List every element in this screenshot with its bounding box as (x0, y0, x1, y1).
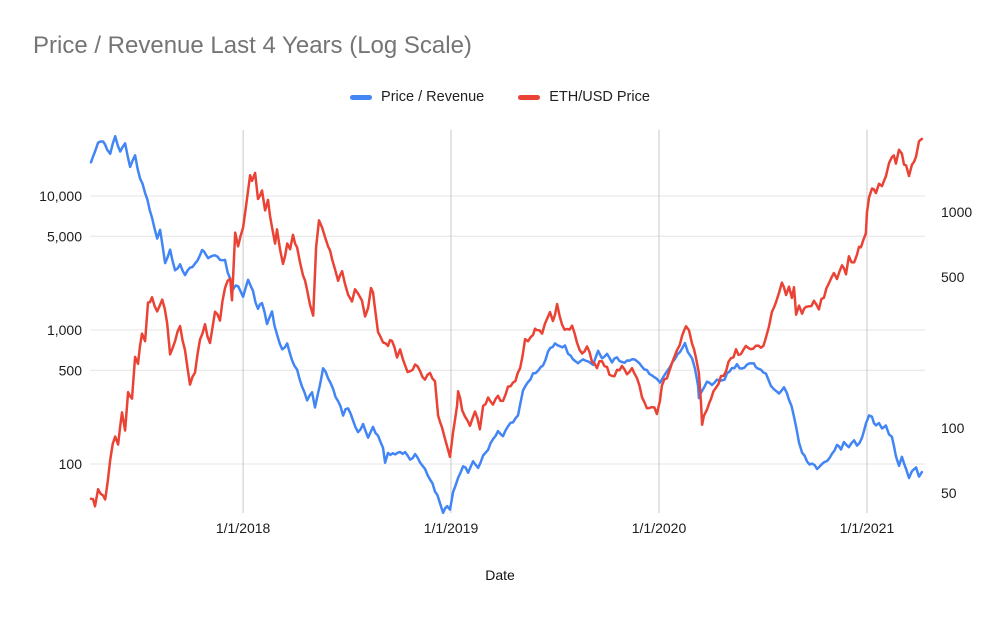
right-axis-tick-label: 100 (941, 420, 965, 436)
right-axis-tick-label: 1000 (941, 204, 972, 220)
x-axis-tick-label: 1/1/2020 (632, 520, 687, 536)
legend-swatch-price-revenue (350, 94, 373, 100)
left-axis-tick-label: 10,000 (39, 188, 82, 204)
legend-swatch-eth-usd-price (518, 94, 541, 100)
left-axis-tick-label: 5,000 (47, 228, 82, 244)
legend-label-price-revenue: Price / Revenue (381, 89, 485, 105)
x-axis-tick-label: 1/1/2021 (840, 520, 895, 536)
legend-item-eth-usd-price: ETH/USD Price (518, 89, 650, 105)
right-axis-tick-label: 500 (941, 269, 965, 285)
x-axis-tick-label: 1/1/2018 (216, 520, 271, 536)
left-axis-tick-label: 100 (59, 456, 83, 472)
chart-legend: Price / Revenue ETH/USD Price (0, 89, 1000, 105)
legend-item-price-revenue: Price / Revenue (350, 89, 484, 105)
legend-label-eth-usd-price: ETH/USD Price (549, 89, 650, 105)
x-axis-tick-label: 1/1/2019 (424, 520, 479, 536)
right-axis-tick-label: 50 (941, 485, 957, 501)
left-axis-tick-label: 1,000 (47, 322, 82, 338)
series-line-price-revenue (89, 134, 924, 515)
chart-title: Price / Revenue Last 4 Years (Log Scale) (33, 32, 472, 59)
left-axis-tick-label: 500 (59, 362, 83, 378)
series-line-eth-usd-price (89, 137, 924, 508)
x-axis-title: Date (485, 567, 515, 583)
